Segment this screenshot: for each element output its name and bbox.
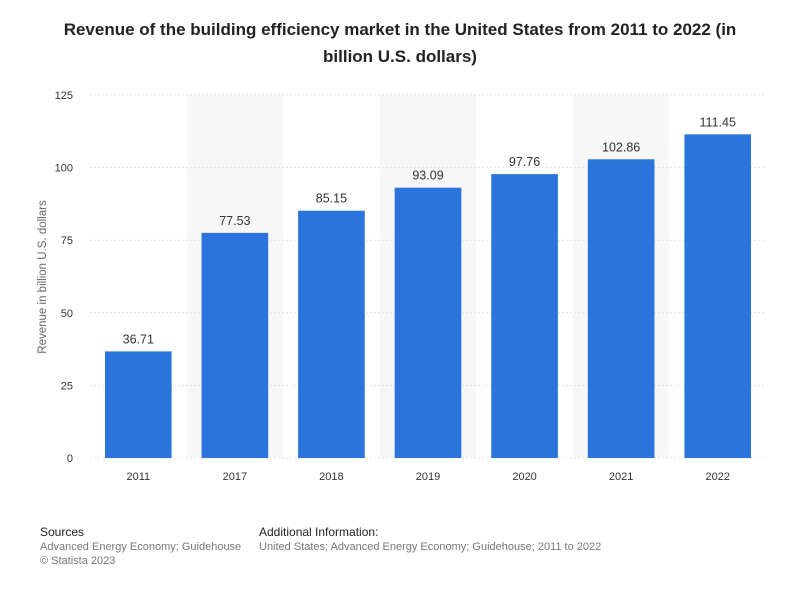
bar <box>201 232 269 458</box>
value-labels: 36.71 77.53 85.15 93.09 97.76 102.86 111.45 <box>123 115 736 346</box>
chart-title: Revenue of the building efficiency marke… <box>63 20 737 66</box>
sources-text: Advanced Energy Economy; Guidehouse <box>40 541 242 553</box>
value-label: 97.76 <box>509 155 540 169</box>
value-label: 93.09 <box>412 169 443 183</box>
additional-info-block: Additional Information: United States; A… <box>259 524 601 554</box>
bar <box>298 210 365 458</box>
y-tick-label: 100 <box>55 163 73 175</box>
value-label: 36.71 <box>123 332 154 346</box>
x-tick-label: 2019 <box>416 471 440 483</box>
x-tick-label: 2020 <box>512 471 536 483</box>
bar <box>587 159 655 458</box>
y-tick-label: 50 <box>61 308 73 320</box>
x-tick-label: 2021 <box>609 471 633 483</box>
x-tick-label: 2017 <box>223 471 247 483</box>
copyright-text: © Statista 2023 <box>40 555 116 567</box>
bar <box>491 174 558 458</box>
bar <box>684 134 752 459</box>
bars <box>104 134 752 459</box>
y-tick-label: 125 <box>55 90 73 102</box>
additional-info-text: United States; Advanced Energy Economy; … <box>259 541 602 553</box>
x-tick-label: 2018 <box>319 471 343 483</box>
y-tick-label: 75 <box>61 235 73 247</box>
sources-block: Sources Advanced Energy Economy; Guideho… <box>40 524 241 568</box>
bar <box>104 351 172 458</box>
y-axis-ticks: 0 25 50 75 100 125 <box>55 90 73 465</box>
value-label: 77.53 <box>219 214 250 228</box>
bar <box>394 187 462 459</box>
y-axis-title: Revenue in billion U.S. dollars <box>37 200 49 354</box>
value-label: 102.86 <box>602 140 640 154</box>
y-tick-label: 25 <box>61 380 73 392</box>
additional-info-heading: Additional Information: <box>259 525 379 539</box>
x-tick-label: 2022 <box>705 471 729 483</box>
x-tick-label: 2011 <box>126 471 150 483</box>
sources-heading: Sources <box>40 525 85 539</box>
value-label: 111.45 <box>700 115 736 129</box>
value-label: 85.15 <box>316 192 347 206</box>
y-tick-label: 0 <box>67 453 73 465</box>
x-axis-ticks: 2011 2017 2018 2019 2020 2021 2022 <box>126 471 729 483</box>
